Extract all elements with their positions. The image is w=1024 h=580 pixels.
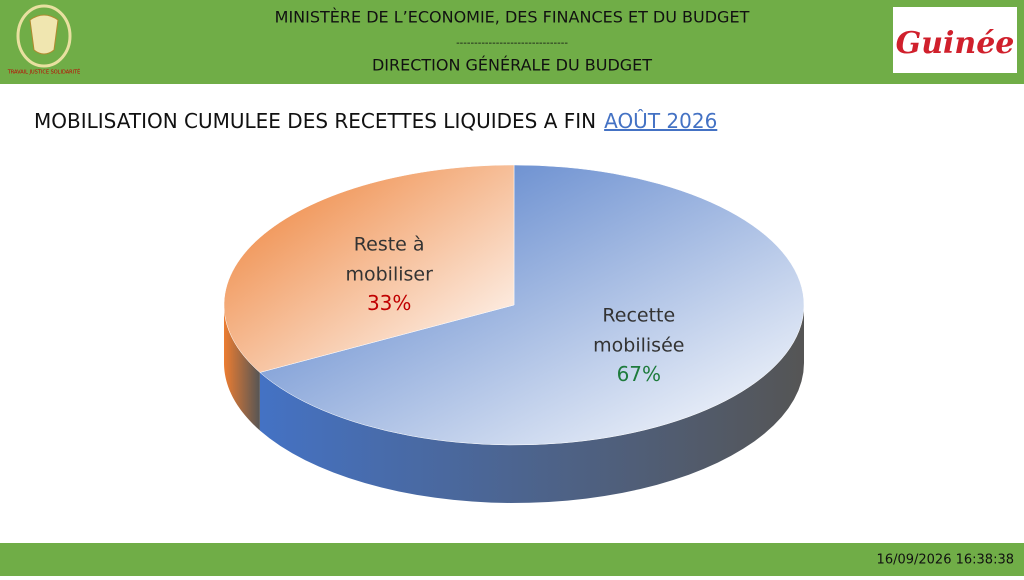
title-main: MOBILISATION CUMULEE DES RECETTES LIQUID…	[34, 109, 596, 133]
logo-text: Guinée	[896, 26, 1015, 61]
category-label: Recette mobilisée	[593, 304, 684, 356]
ministry-title: MINISTÈRE DE L’ECONOMIE, DES FINANCES ET…	[275, 8, 750, 27]
motto: TRAVAIL JUSTICE SOLIDARITÉ	[7, 68, 81, 76]
value-label: 33%	[367, 291, 411, 315]
pie-slice	[259, 164, 805, 446]
pie-side	[259, 305, 804, 503]
value-label: 67%	[617, 362, 661, 386]
pie: Recette mobilisée 67% Reste à mobiliser 33%	[223, 164, 805, 503]
category-label: Reste à mobiliser	[345, 233, 433, 285]
title-period: AOÛT 2026	[604, 109, 717, 133]
separator: -------------------------------	[456, 38, 568, 49]
coat-of-arms: TRAVAIL JUSTICE SOLIDARITÉ	[7, 2, 81, 80]
chart-title: MOBILISATION CUMULEE DES RECETTES LIQUID…	[34, 109, 717, 133]
footer-bar	[0, 543, 1024, 576]
header-bar	[0, 0, 1024, 84]
logo-box	[893, 7, 1017, 73]
direction-title: DIRECTION GÉNÉRALE DU BUDGET	[372, 56, 652, 75]
timestamp: 16/09/2026 16:38:38	[877, 553, 1014, 568]
pie-side	[224, 305, 260, 431]
pie-slice	[223, 164, 515, 373]
